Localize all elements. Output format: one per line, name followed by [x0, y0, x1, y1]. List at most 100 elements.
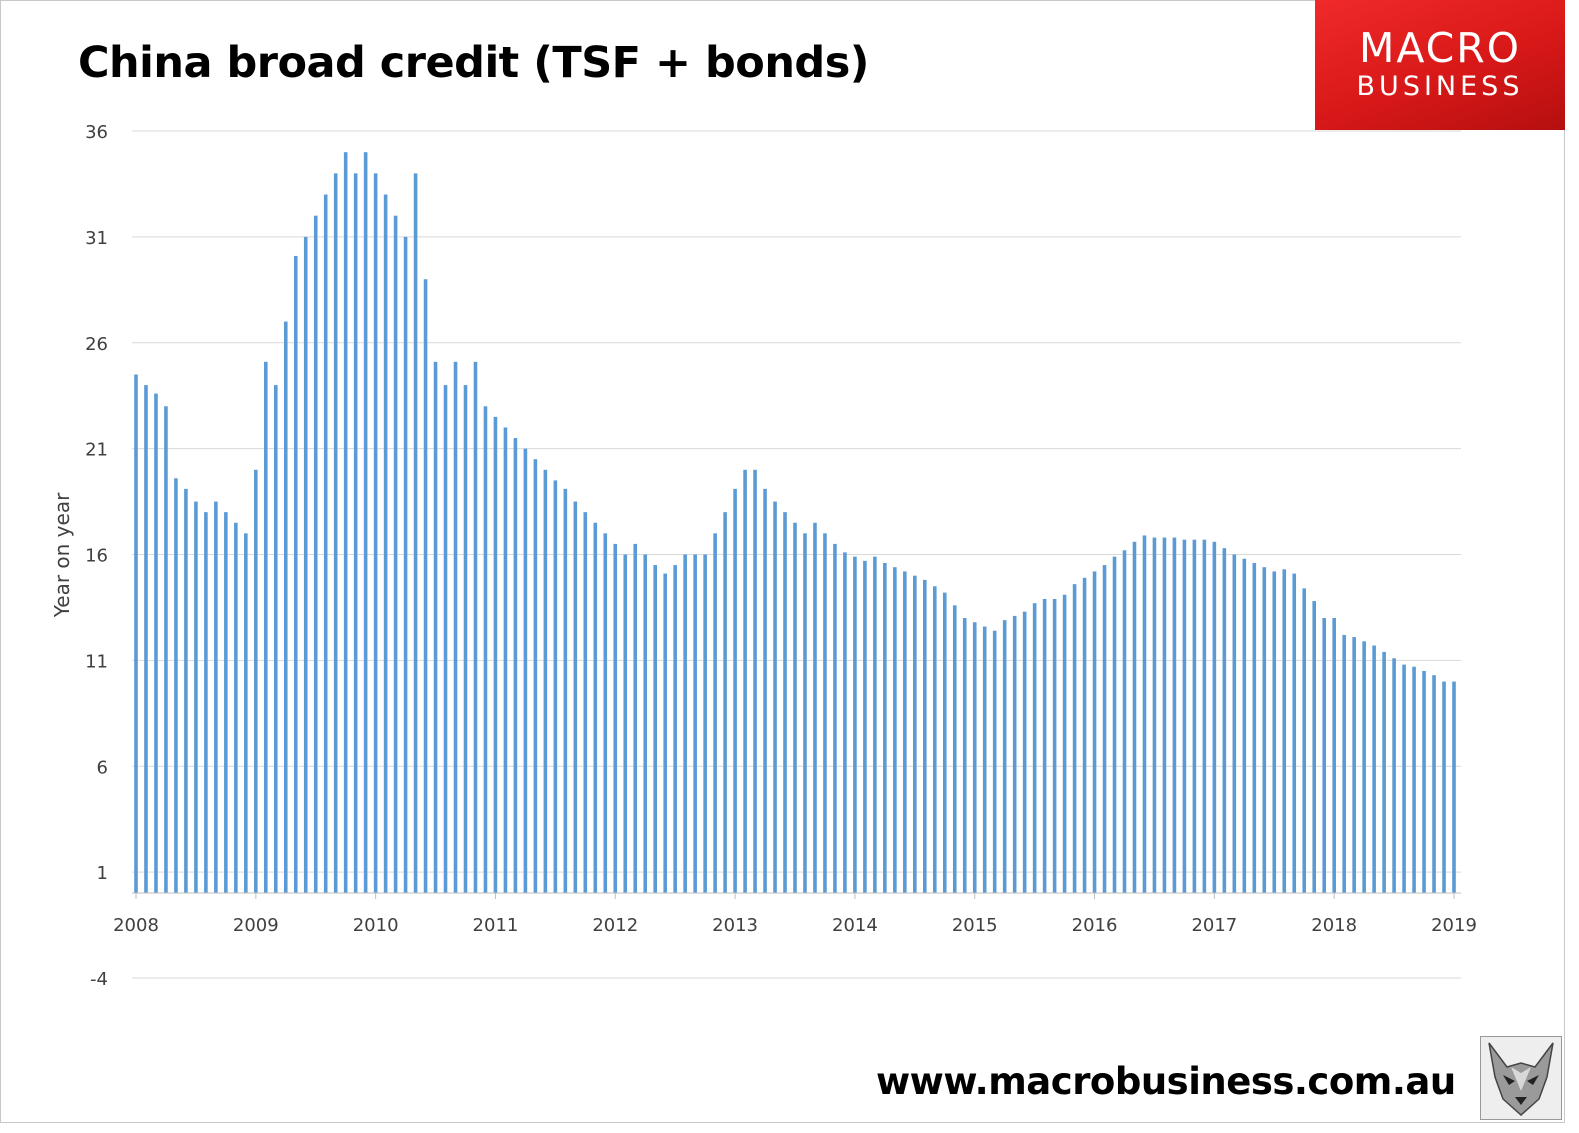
bar	[224, 512, 228, 893]
y-tick-label: 16	[85, 546, 108, 567]
logo-text-business: BUSINESS	[1356, 71, 1524, 102]
bar	[543, 469, 548, 893]
bar	[134, 374, 138, 893]
bar	[154, 393, 158, 893]
bar	[773, 501, 777, 893]
bar	[1432, 675, 1436, 893]
bar	[523, 448, 528, 894]
bar	[403, 236, 408, 894]
y-tick-label: 6	[97, 757, 108, 778]
bar	[1292, 573, 1297, 893]
bar	[423, 279, 428, 894]
bar-series	[134, 152, 1456, 894]
bar	[1392, 658, 1396, 893]
bar	[204, 512, 208, 893]
bar	[713, 533, 717, 893]
bar	[1022, 611, 1027, 893]
bar	[573, 501, 578, 893]
bar	[164, 406, 168, 893]
bar	[1082, 577, 1087, 893]
wolf-face-icon	[1480, 1036, 1562, 1120]
bar	[293, 255, 298, 893]
bar	[583, 512, 588, 893]
bar	[1412, 666, 1416, 893]
bar	[613, 543, 618, 893]
bar	[1422, 670, 1426, 893]
y-tick-label: -4	[90, 969, 108, 990]
bar	[1402, 664, 1406, 893]
x-tick-label: 2015	[952, 915, 998, 936]
bar	[923, 579, 927, 893]
bar	[194, 501, 198, 893]
bar	[853, 556, 857, 893]
y-tick-label: 21	[85, 440, 108, 461]
bar	[763, 488, 767, 893]
bar	[273, 385, 278, 893]
y-axis-ticks: 36 31 26 21 16 11 6 1 -4	[85, 122, 108, 990]
bar	[373, 173, 378, 894]
x-tick-label: 2014	[832, 915, 878, 936]
bar	[793, 522, 797, 893]
bar	[184, 488, 188, 893]
bar	[214, 501, 218, 893]
bar	[234, 522, 238, 893]
bar	[264, 361, 268, 893]
bar	[683, 554, 687, 893]
bar	[1132, 541, 1137, 893]
bar	[343, 152, 348, 894]
bar	[1072, 584, 1077, 893]
bar	[1262, 567, 1267, 893]
bar	[1002, 620, 1007, 893]
bar	[1202, 539, 1207, 893]
bar	[1452, 681, 1456, 893]
bar	[1112, 556, 1117, 893]
bar	[513, 438, 518, 893]
bar	[783, 512, 787, 893]
bar	[413, 173, 418, 894]
bar	[1212, 541, 1217, 893]
bar	[493, 416, 498, 893]
x-tick-label: 2011	[473, 915, 519, 936]
bar	[893, 567, 897, 893]
bar	[553, 480, 558, 893]
bar	[1232, 554, 1237, 893]
bar	[823, 533, 827, 893]
y-tick-label: 36	[85, 122, 108, 143]
logo-text-macro: MACRO	[1358, 24, 1522, 72]
bar	[473, 361, 478, 893]
y-tick-label: 1	[97, 863, 108, 884]
bar	[353, 173, 358, 894]
bar	[643, 554, 648, 893]
y-tick-label: 11	[85, 651, 108, 672]
macrobusiness-logo: MACRO BUSINESS	[1315, 0, 1565, 130]
bar	[1222, 548, 1227, 893]
bar	[962, 618, 967, 893]
bar	[1312, 601, 1317, 893]
bar	[1012, 615, 1017, 893]
bar	[463, 385, 468, 893]
x-tick-label: 2019	[1431, 915, 1477, 936]
x-tick-label: 2009	[233, 915, 279, 936]
bar	[393, 215, 398, 893]
bar	[1162, 537, 1167, 893]
bar	[303, 236, 308, 894]
gridlines	[132, 130, 1461, 979]
bar	[1182, 539, 1187, 893]
bar	[1192, 539, 1197, 893]
bar	[703, 554, 707, 893]
bar	[1282, 569, 1287, 893]
bar	[1352, 637, 1356, 893]
bar	[1052, 598, 1057, 893]
bar	[833, 543, 837, 893]
bar	[663, 573, 667, 893]
y-tick-label: 26	[85, 334, 108, 355]
bar	[972, 622, 977, 893]
website-url[interactable]: www.macrobusiness.com.au	[876, 1060, 1456, 1103]
bar	[533, 459, 538, 893]
bar	[952, 605, 957, 893]
bar	[244, 533, 248, 893]
bar	[653, 565, 658, 893]
bar	[453, 361, 458, 893]
